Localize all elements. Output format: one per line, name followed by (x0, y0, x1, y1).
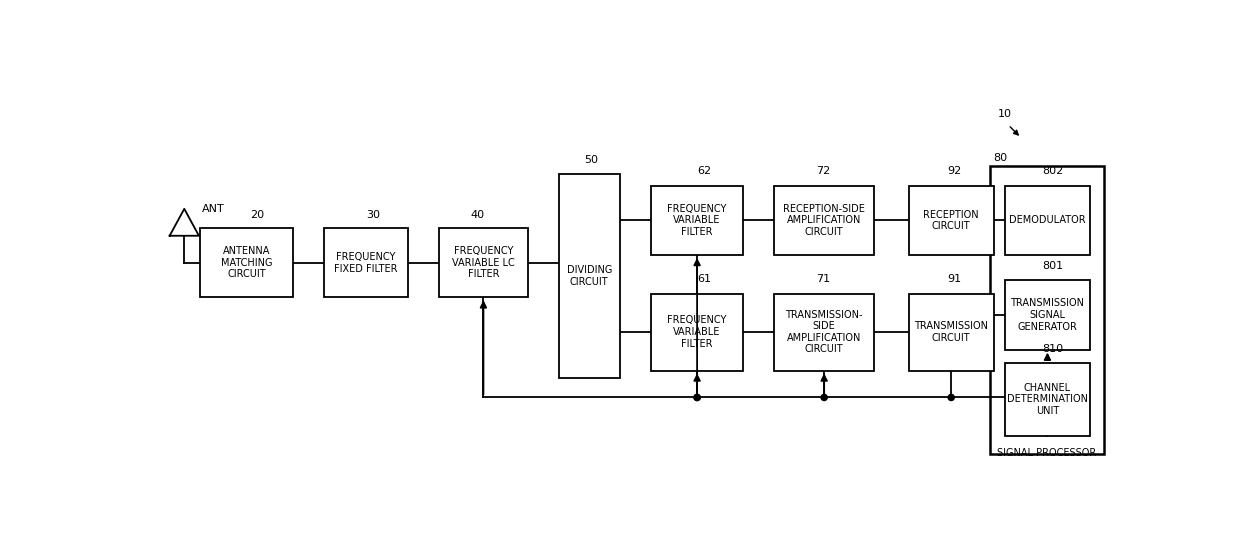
Circle shape (694, 394, 701, 400)
Bar (439, 228, 528, 298)
Text: 802: 802 (1042, 166, 1064, 176)
Text: TRANSMISSION
SIGNAL
GENERATOR: TRANSMISSION SIGNAL GENERATOR (1011, 299, 1085, 332)
Text: FREQUENCY
FIXED FILTER: FREQUENCY FIXED FILTER (335, 252, 398, 274)
Text: 10: 10 (998, 109, 1012, 119)
Bar (651, 186, 743, 255)
Bar (990, 166, 1104, 453)
Text: 810: 810 (1042, 343, 1063, 353)
Text: RECEPTION
CIRCUIT: RECEPTION CIRCUIT (924, 210, 980, 231)
Bar (909, 294, 993, 371)
Text: SIGNAL PROCESSOR: SIGNAL PROCESSOR (997, 447, 1096, 457)
Text: 61: 61 (697, 274, 711, 284)
Circle shape (949, 394, 955, 400)
Text: 20: 20 (250, 210, 264, 220)
Text: RECEPTION-SIDE
AMPLIFICATION
CIRCUIT: RECEPTION-SIDE AMPLIFICATION CIRCUIT (784, 204, 866, 237)
Text: ANT: ANT (202, 204, 224, 214)
Text: 40: 40 (470, 210, 484, 220)
Bar (201, 228, 293, 298)
Bar (1006, 280, 1090, 349)
Bar (1006, 363, 1090, 436)
Text: FREQUENCY
VARIABLE
FILTER: FREQUENCY VARIABLE FILTER (667, 315, 727, 348)
Bar (651, 294, 743, 371)
Bar (909, 186, 993, 255)
Text: FREQUENCY
VARIABLE
FILTER: FREQUENCY VARIABLE FILTER (667, 204, 727, 237)
Bar (774, 294, 874, 371)
Text: 92: 92 (947, 166, 961, 176)
Text: DIVIDING
CIRCUIT: DIVIDING CIRCUIT (567, 265, 613, 287)
Text: 91: 91 (947, 274, 961, 284)
Text: 80: 80 (993, 153, 1008, 163)
Bar (324, 228, 408, 298)
Text: 30: 30 (366, 210, 379, 220)
Bar (558, 174, 620, 378)
Circle shape (694, 394, 701, 400)
Text: 50: 50 (584, 155, 598, 165)
Text: 71: 71 (816, 274, 831, 284)
Text: FREQUENCY
VARIABLE LC
FILTER: FREQUENCY VARIABLE LC FILTER (453, 246, 515, 279)
Text: 801: 801 (1042, 261, 1063, 271)
Text: TRANSMISSION-
SIDE
AMPLIFICATION
CIRCUIT: TRANSMISSION- SIDE AMPLIFICATION CIRCUIT (785, 310, 863, 354)
Bar (1006, 186, 1090, 255)
Text: 62: 62 (697, 166, 712, 176)
Circle shape (821, 394, 827, 400)
Text: 72: 72 (816, 166, 831, 176)
Bar (774, 186, 874, 255)
Text: CHANNEL
DETERMINATION
UNIT: CHANNEL DETERMINATION UNIT (1007, 383, 1087, 416)
Text: ANTENNA
MATCHING
CIRCUIT: ANTENNA MATCHING CIRCUIT (221, 246, 273, 279)
Text: DEMODULATOR: DEMODULATOR (1009, 215, 1086, 226)
Text: TRANSMISSION
CIRCUIT: TRANSMISSION CIRCUIT (914, 321, 988, 343)
